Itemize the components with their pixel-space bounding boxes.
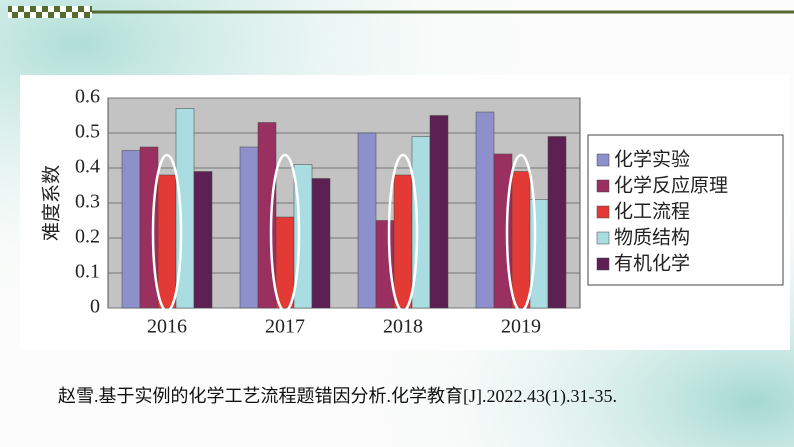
legend-label: 有机化学 xyxy=(614,253,690,275)
legend-label: 化学实验 xyxy=(614,149,690,171)
y-tick-label: 0 xyxy=(90,296,100,318)
citation: 赵雪.基于实例的化学工艺流程题错因分析.化学教育[J].2022.43(1).3… xyxy=(58,386,617,406)
bar xyxy=(393,174,413,309)
x-tick-label: 2017 xyxy=(265,316,305,338)
legend-label: 物质结构 xyxy=(614,227,690,249)
y-tick-label: 0.4 xyxy=(75,156,100,178)
legend-box xyxy=(587,134,784,286)
bar xyxy=(357,132,377,309)
legend-label: 化工流程 xyxy=(614,201,690,223)
y-tick-label: 0.1 xyxy=(75,261,100,283)
y-tick-label: 0.2 xyxy=(75,226,100,248)
highlight-ellipse xyxy=(505,153,537,313)
bar xyxy=(121,150,141,309)
bar xyxy=(193,171,213,309)
highlight-ellipse xyxy=(387,153,419,313)
x-tick-label: 2019 xyxy=(501,316,541,338)
legend-swatch xyxy=(596,205,610,219)
y-axis-label: 难度系数 xyxy=(41,165,63,241)
bar xyxy=(239,146,259,309)
bar xyxy=(275,216,295,309)
bar xyxy=(157,174,177,309)
legend-swatch xyxy=(596,257,610,271)
x-tick-label: 2016 xyxy=(147,316,187,338)
y-tick-label: 0.6 xyxy=(75,86,100,108)
legend-swatch xyxy=(596,153,610,167)
bar xyxy=(511,171,531,309)
legend-label: 化学反应原理 xyxy=(614,175,728,197)
bar xyxy=(311,178,331,309)
highlight-ellipse xyxy=(269,153,301,313)
y-tick-label: 0.3 xyxy=(75,191,100,213)
x-tick-label: 2018 xyxy=(383,316,423,338)
bar xyxy=(429,115,449,309)
bar xyxy=(475,111,495,309)
legend-swatch xyxy=(596,179,610,193)
bar xyxy=(529,199,549,309)
highlight-ellipse xyxy=(151,153,183,313)
y-tick-label: 0.5 xyxy=(75,121,100,143)
deco-checker xyxy=(8,6,92,18)
legend-swatch xyxy=(596,231,610,245)
bar xyxy=(547,136,567,309)
